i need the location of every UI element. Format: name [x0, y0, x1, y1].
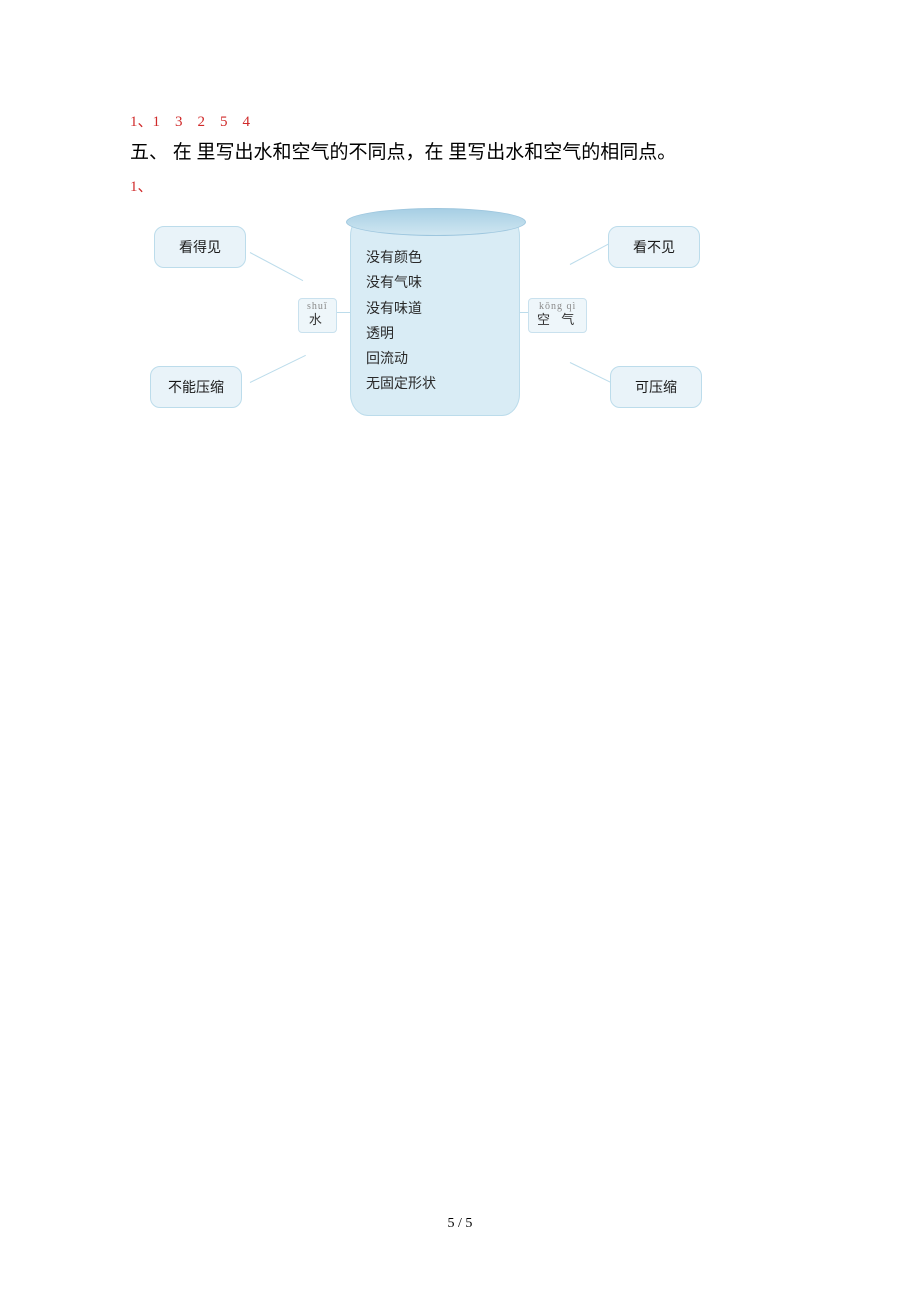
water-property-incompressible: 不能压缩: [150, 366, 242, 408]
shared-property: 没有颜色: [366, 246, 504, 271]
hub-air-pinyin: kōng qì: [537, 301, 578, 312]
connector-line: [250, 252, 303, 281]
shared-property: 没有味道: [366, 297, 504, 322]
hub-water-han: 水: [307, 313, 328, 327]
hub-air: kōng qì 空 气: [528, 298, 587, 332]
shared-property: 无固定形状: [366, 372, 504, 397]
center-vessel: 没有颜色 没有气味 没有味道 透明 回流动 无固定形状: [350, 216, 520, 416]
water-property-visible: 看得见: [154, 226, 246, 268]
air-property-compressible: 可压缩: [610, 366, 702, 408]
shared-property: 透明: [366, 322, 504, 347]
answer-sequence: 1、1 3 2 5 4: [130, 110, 790, 131]
item-number: 1、: [130, 175, 790, 196]
page: 1、1 3 2 5 4 五、 在 里写出水和空气的不同点，在 里写出水和空气的相…: [0, 0, 920, 1302]
page-number: 5 / 5: [0, 1216, 920, 1232]
hub-water-pinyin: shuǐ: [307, 301, 328, 312]
shared-property: 没有气味: [366, 271, 504, 296]
shared-properties-list: 没有颜色 没有气味 没有味道 透明 回流动 无固定形状: [366, 246, 504, 397]
air-property-invisible: 看不见: [608, 226, 700, 268]
shared-property: 回流动: [366, 347, 504, 372]
hub-air-han: 空 气: [537, 313, 578, 327]
vessel-lid: [346, 208, 526, 236]
connector-line: [250, 355, 306, 383]
venn-diagram: 没有颜色 没有气味 没有味道 透明 回流动 无固定形状 shuǐ 水 kōng …: [150, 206, 750, 426]
section-heading: 五、 在 里写出水和空气的不同点，在 里写出水和空气的相同点。: [130, 137, 790, 169]
hub-water: shuǐ 水: [298, 298, 337, 332]
